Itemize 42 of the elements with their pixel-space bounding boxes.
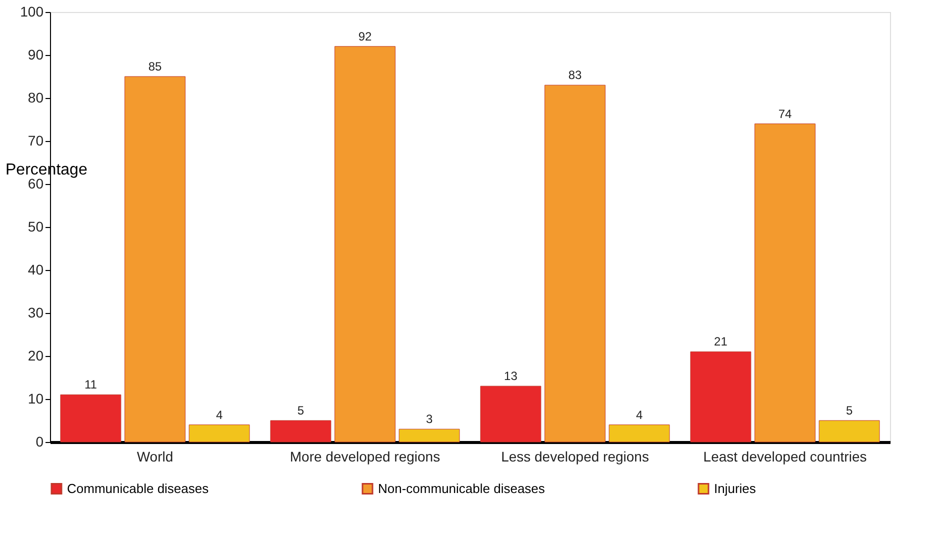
bar [270, 420, 332, 442]
data-label: 4 [636, 408, 643, 422]
legend-label: Injuries [714, 480, 756, 496]
data-label: 5 [297, 404, 304, 418]
bar [60, 394, 122, 442]
x-tick-label: World [136, 448, 174, 464]
y-tick-label: 90 [28, 46, 44, 62]
y-tick-label: 60 [28, 176, 44, 192]
bar [754, 124, 816, 442]
bar [544, 84, 606, 442]
bar [818, 420, 880, 442]
bar [480, 386, 542, 442]
bar [188, 424, 250, 442]
data-label: 74 [778, 106, 792, 121]
y-tick-label: 100 [20, 4, 44, 20]
y-tick-label: 30 [28, 304, 44, 320]
data-label: 11 [84, 378, 98, 392]
y-tick-label: 70 [28, 132, 44, 148]
bar [608, 424, 670, 442]
data-label: 5 [846, 404, 853, 418]
y-tick-label: 50 [28, 218, 44, 234]
y-tick-label: 10 [28, 390, 44, 406]
data-label: 13 [504, 369, 518, 384]
data-label: 21 [714, 334, 728, 349]
data-label: 92 [358, 29, 372, 44]
y-tick-label: 20 [28, 348, 44, 364]
y-tick-label: 0 [36, 434, 44, 450]
x-tick-label: Less developed regions [501, 448, 649, 464]
data-label: 83 [568, 68, 582, 82]
y-tick-label: 80 [28, 90, 44, 106]
x-tick-label: More developed regions [290, 448, 440, 464]
bar [124, 76, 186, 442]
data-label: 3 [426, 412, 433, 426]
bar [398, 428, 460, 442]
data-label: 4 [216, 408, 223, 422]
bar [690, 351, 752, 442]
y-tick-label: 40 [28, 262, 44, 278]
data-label: 85 [148, 60, 162, 74]
legend-label: Communicable diseases [67, 480, 210, 496]
bar [334, 46, 396, 442]
x-tick-label: Least developed countries [703, 448, 867, 464]
legend-label: Non-communicable diseases [378, 480, 546, 496]
